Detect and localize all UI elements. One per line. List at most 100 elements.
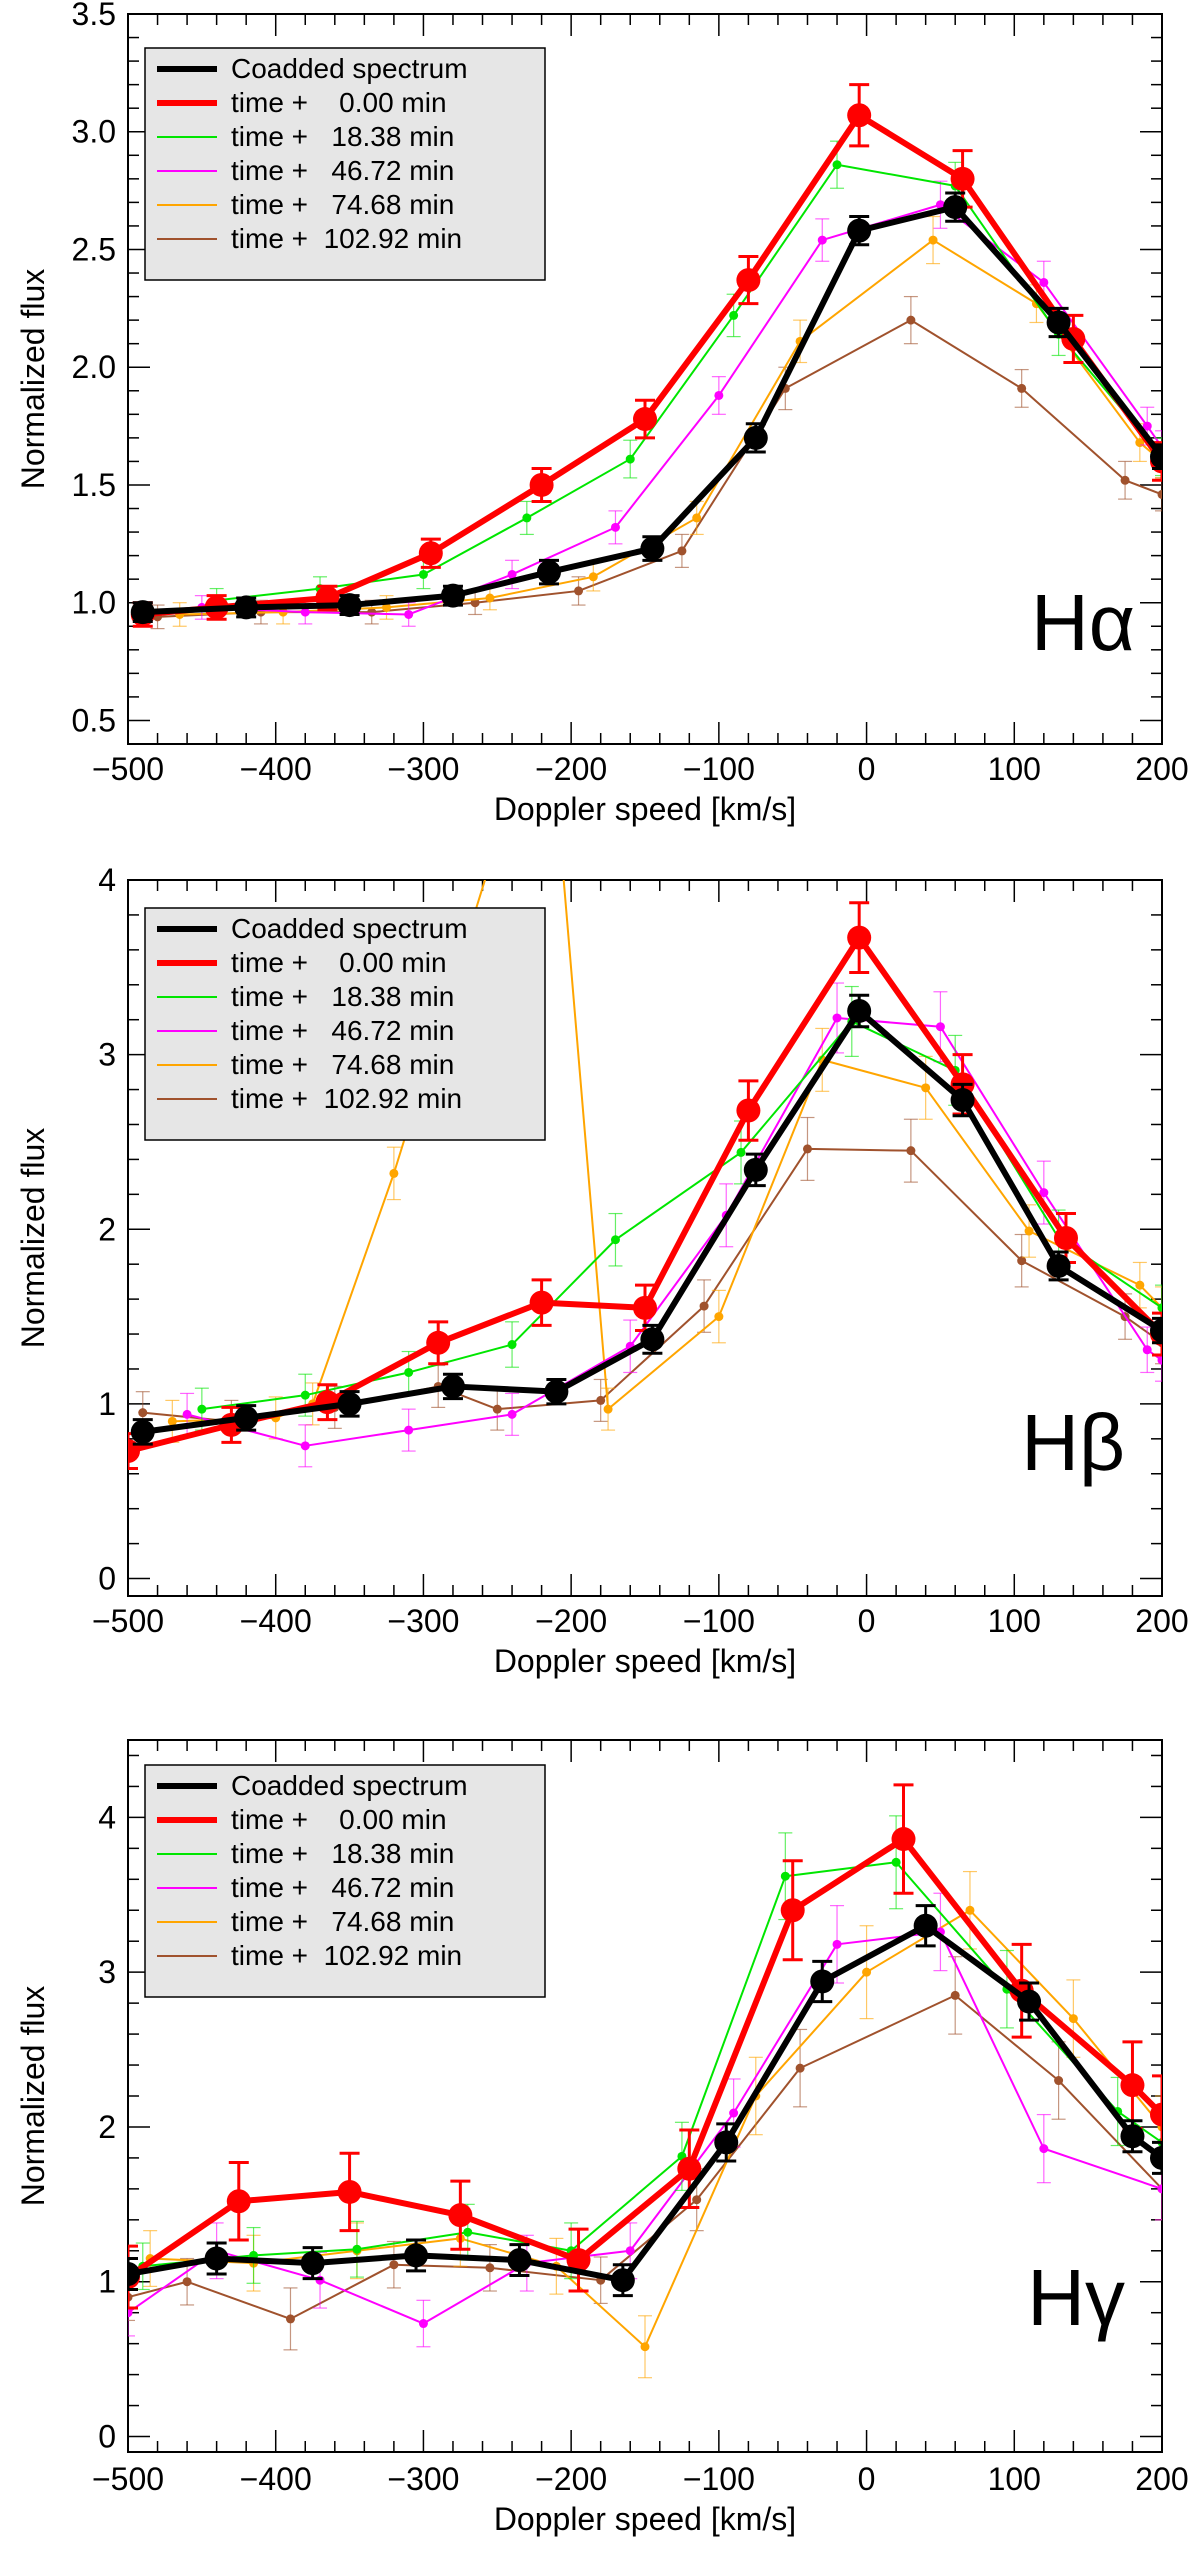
data-point [847,103,872,128]
data-point [130,1419,155,1444]
data-point [906,315,916,325]
data-point [943,195,968,220]
legend-label: time + 102.92 min [231,1940,462,1971]
x-tick-label: −400 [240,2461,312,2497]
data-point [802,1144,812,1154]
plot-frame [127,13,1163,745]
data-point [588,572,598,582]
data-point [1024,1226,1034,1236]
data-point [795,2063,805,2073]
x-tick-label: −100 [683,1603,755,1639]
data-point [1150,444,1162,469]
data-point [832,1013,842,1023]
series-coadded-spectrum [130,993,1162,1446]
data-point [485,2263,495,2273]
legend-label: Coadded spectrum [231,913,468,944]
data-point [965,1905,975,1915]
data-point [352,2244,362,2254]
spectral-line-label: Hβ [1021,1398,1125,1487]
chart-panel-2: −500 −400 −300 −200 −100 0 100 200 0 1 2 3 4 Doppler … [15,862,1189,1679]
data-point [625,2246,635,2256]
data-point [1054,2076,1064,2086]
y-tick-label: 1.5 [72,467,116,503]
data-point [633,407,657,432]
y-tick-label: 1 [98,1386,116,1422]
y-tick-label: 3.0 [72,114,116,150]
data-point [1157,2184,1162,2194]
data-point [736,1098,761,1123]
legend-label: time + 102.92 min [231,223,462,254]
y-axis-label: Normalized flux [15,1986,51,2207]
data-point [950,166,975,191]
y-tick-label: 3 [98,1037,116,1073]
data-point [928,235,938,245]
y-tick-label: 2.5 [72,231,116,267]
data-point [300,2251,325,2276]
x-tick-label: −100 [683,751,755,787]
legend-box [144,47,546,281]
legend-label: time + 0.00 min [231,1804,447,1835]
x-tick-label: 0 [858,1603,876,1639]
data-point [507,2248,532,2273]
data-point [817,235,827,245]
data-point [736,268,761,293]
series-coadded-spectrum [130,191,1162,625]
spectral-line-label: Hα [1031,578,1135,667]
data-point [743,425,768,450]
data-point [337,1391,362,1416]
data-point [950,1990,960,2000]
data-point [204,2246,229,2271]
data-point [300,1441,310,1451]
data-point [891,1857,901,1867]
x-axis-label: Doppler speed [km/s] [494,1643,796,1679]
data-point [522,513,532,523]
data-point [278,607,288,617]
data-point [448,2203,473,2228]
data-point [167,1416,177,1426]
data-point [337,593,362,618]
data-point [182,1409,192,1419]
x-tick-label: −100 [683,2461,755,2497]
data-point [300,607,310,617]
data-point [610,522,620,532]
y-tick-label: 1.0 [72,585,116,621]
data-point [529,1290,554,1315]
data-point [743,1157,768,1182]
data-point [1150,1318,1162,1343]
data-point [736,1147,746,1157]
legend-label: time + 18.38 min [231,981,454,1012]
legend-label: time + 18.38 min [231,121,454,152]
data-point [1046,1253,1071,1278]
legend-label: time + 74.68 min [231,1906,454,1937]
data-point [404,1425,414,1435]
x-tick-label: −200 [535,2461,607,2497]
x-axis-label: Doppler speed [km/s] [494,2501,796,2537]
x-tick-label: −300 [387,2461,459,2497]
data-point [935,1022,945,1032]
x-tick-label: −500 [92,2461,164,2497]
data-point [913,1913,938,1938]
data-point [440,1374,465,1399]
data-point [714,1312,724,1322]
data-point [862,1967,872,1977]
x-tick-label: 100 [988,751,1041,787]
y-tick-label: 1 [98,2264,116,2300]
y-tick-label: 4 [98,862,116,898]
data-point [418,2319,428,2329]
data-point [677,2156,702,2181]
series-line [128,1922,1162,2284]
plot-area [128,880,1162,1471]
legend-label: time + 74.68 min [231,1049,454,1080]
data-point [404,1367,414,1377]
x-tick-label: −500 [92,751,164,787]
y-tick-label: 0 [98,1561,116,1597]
legend-box [144,1764,546,1998]
data-point [138,1408,148,1418]
data-point [536,560,561,585]
x-tick-label: 200 [1135,2461,1188,2497]
data-point [1157,1303,1162,1313]
x-tick-label: −500 [92,1603,164,1639]
data-point [404,609,414,619]
